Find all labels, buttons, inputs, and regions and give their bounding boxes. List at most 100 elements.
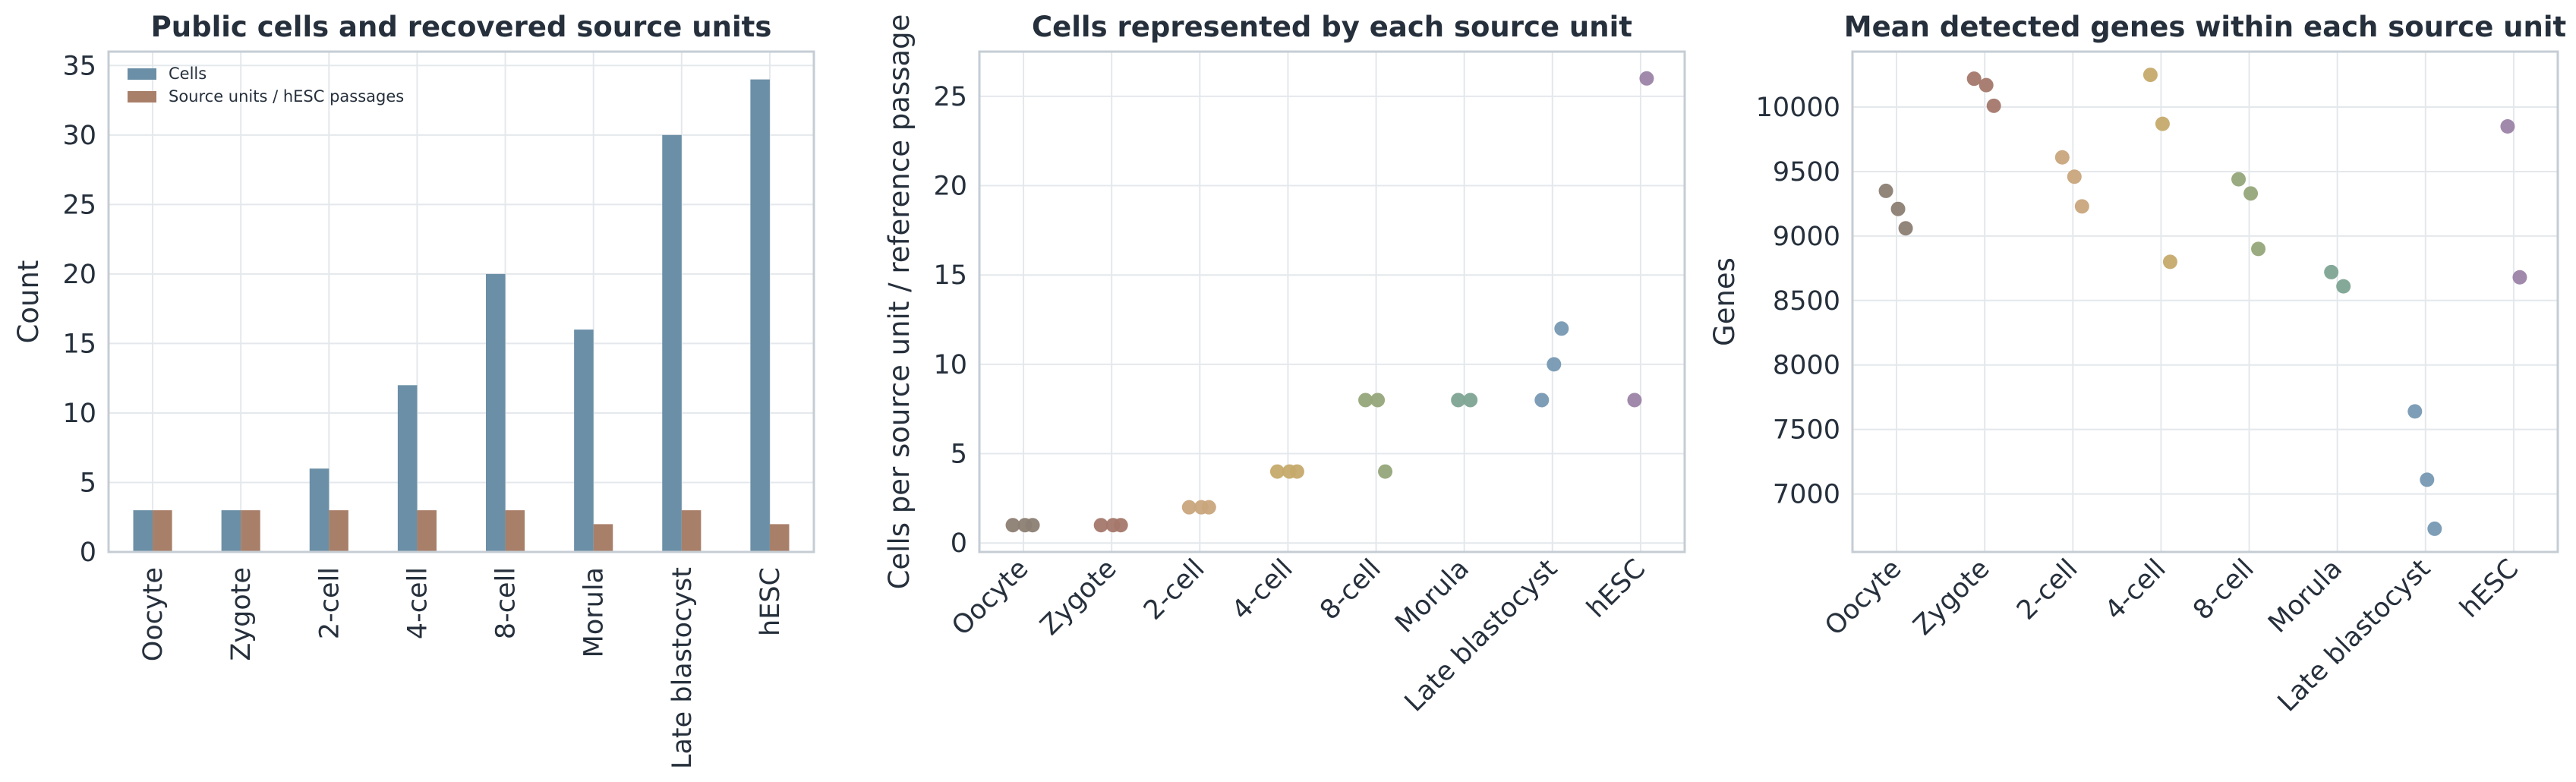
x-tick-label: 2-cell: [314, 567, 345, 639]
data-point: [1451, 393, 1466, 408]
data-point: [1181, 500, 1197, 515]
data-point: [1554, 321, 1569, 336]
x-tick-label: Zygote: [1035, 553, 1123, 642]
y-tick-label: 20: [933, 172, 967, 202]
data-point: [2324, 264, 2339, 279]
x-tick-label: hESC: [1581, 553, 1652, 624]
bar-cells: [133, 510, 153, 552]
y-tick-label: 9500: [1773, 157, 1840, 188]
data-point: [2162, 254, 2177, 270]
data-point: [1358, 393, 1373, 408]
y-axis-label: Count: [12, 260, 45, 344]
data-point: [1025, 518, 1040, 533]
data-point: [1378, 464, 1393, 479]
x-tick-label: Oocyte: [946, 553, 1034, 642]
bar-cells: [221, 510, 241, 552]
chart-title: Mean detected genes within each source u…: [1844, 11, 2566, 43]
data-point: [2067, 169, 2082, 184]
bar-source-units: [417, 510, 437, 552]
x-tick-label: 2-cell: [1138, 553, 1211, 626]
x-tick-label: Oocyte: [1819, 553, 1907, 642]
y-tick-label: 9000: [1773, 222, 1840, 252]
x-tick-label: Oocyte: [138, 567, 169, 661]
y-tick-label: 0: [951, 528, 967, 559]
bar-cells: [309, 468, 329, 552]
bar-cells: [486, 273, 506, 552]
data-point: [1269, 464, 1285, 479]
data-point: [1463, 393, 1478, 408]
x-tick-label: 4-cell: [1226, 553, 1299, 626]
x-tick-label: 4-cell: [2099, 553, 2172, 626]
legend-label: Source units / hESC passages: [169, 87, 404, 106]
data-point: [2420, 472, 2435, 487]
x-tick-label: Late blastocyst: [2272, 553, 2436, 717]
y-tick-label: 7000: [1773, 480, 1840, 510]
x-tick-label: Zygote: [1908, 553, 1996, 642]
plot-area: [1852, 52, 2558, 552]
bar-source-units: [593, 524, 613, 552]
y-tick-label: 10000: [1756, 93, 1840, 123]
data-point: [2512, 270, 2527, 285]
bar-source-units: [681, 510, 702, 552]
data-point: [1639, 71, 1654, 86]
y-tick-label: 0: [80, 538, 96, 568]
x-tick-label: hESC: [2455, 553, 2525, 624]
x-tick-label: Late blastocyst: [667, 567, 698, 769]
data-point: [2142, 68, 2158, 83]
cells-per-unit-scatter-panel: 0 5 10 15 20 25 Oocyte Zygote 2-cell 4-cell 8-cell…: [883, 11, 1686, 717]
data-point: [1979, 77, 1994, 93]
y-tick-label: 30: [62, 121, 96, 151]
x-tick-label: Late blastocyst: [1399, 553, 1563, 717]
bar-source-units: [505, 510, 525, 552]
data-point: [1898, 221, 1913, 236]
y-tick-label: 25: [933, 82, 967, 112]
data-point: [1966, 71, 1982, 87]
x-tick-label: Morula: [579, 567, 610, 657]
bar-source-units: [329, 510, 348, 552]
data-point: [2074, 199, 2089, 214]
data-point: [2407, 404, 2423, 419]
x-tick-label: 8-cell: [2187, 553, 2260, 626]
chart-title: Cells represented by each source unit: [1032, 11, 1632, 43]
y-tick-label: 15: [62, 329, 96, 359]
bar-cells: [574, 330, 594, 552]
data-point: [2243, 186, 2259, 201]
x-tick-label: Zygote: [226, 567, 257, 661]
bar-cells: [397, 385, 418, 552]
mean-genes-scatter-panel: 7000 7500 8000 8500 9000 9500 10000 Oocyte Zygot…: [1708, 11, 2566, 717]
y-tick-label: 8500: [1773, 286, 1840, 317]
y-tick-label: 8000: [1773, 351, 1840, 381]
data-point: [1093, 518, 1108, 533]
y-tick-label: 5: [80, 468, 96, 498]
data-point: [1113, 518, 1128, 533]
data-point: [2054, 150, 2070, 165]
y-tick-label: 10: [933, 350, 967, 380]
data-point: [2500, 119, 2515, 134]
bar-source-units: [153, 510, 172, 552]
x-tick-label: Morula: [1389, 553, 1475, 639]
data-point: [1547, 357, 1562, 372]
y-tick-label: 7500: [1773, 415, 1840, 446]
x-tick-label: hESC: [755, 567, 786, 636]
x-tick-label: Morula: [2262, 553, 2348, 639]
y-tick-label: 5: [951, 440, 967, 470]
chart-title: Public cells and recovered source units: [151, 11, 772, 43]
x-tick-label: 4-cell: [402, 567, 433, 639]
data-point: [2155, 116, 2170, 131]
data-point: [1534, 393, 1550, 408]
legend-label: Cells: [169, 65, 207, 83]
plot-area: [979, 52, 1685, 552]
data-point: [1005, 518, 1020, 533]
axes-frame: [1851, 50, 2559, 553]
data-point: [1201, 500, 1216, 515]
y-tick-label: 10: [62, 399, 96, 429]
legend-swatch: [128, 68, 156, 80]
bar-source-units: [769, 524, 790, 552]
y-tick-label: 25: [62, 190, 96, 220]
data-point: [1878, 183, 1893, 198]
bar-cells: [750, 79, 770, 553]
data-point: [1627, 393, 1642, 408]
legend-swatch: [128, 91, 156, 102]
axes-frame: [978, 50, 1686, 553]
